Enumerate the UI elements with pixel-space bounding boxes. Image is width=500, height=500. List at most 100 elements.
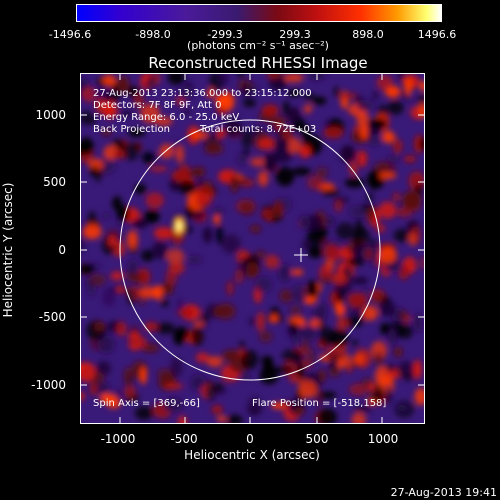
noise-blob: [364, 248, 373, 260]
noise-blob: [344, 315, 364, 328]
noise-blob: [134, 183, 147, 195]
noise-blob: [191, 167, 205, 177]
noise-blob: [116, 321, 127, 337]
solar-limb-circle: [119, 119, 381, 381]
noise-blob: [353, 232, 361, 247]
noise-blob: [175, 144, 185, 163]
noise-blob: [299, 325, 318, 341]
noise-blob: [338, 92, 357, 99]
spin-axis-marker: [294, 248, 308, 262]
noise-blob: [318, 302, 327, 320]
noise-blob: [125, 288, 135, 301]
noise-blob: [194, 210, 204, 220]
noise-blob: [196, 352, 210, 363]
noise-blob: [264, 254, 280, 269]
noise-blob: [388, 328, 397, 347]
noise-blob: [142, 151, 155, 164]
noise-blob: [110, 271, 124, 281]
noise-blob: [269, 314, 278, 323]
noise-blob: [420, 137, 425, 151]
x-tick-label: -500: [170, 432, 198, 446]
noise-blob: [283, 73, 304, 83]
noise-blob: [215, 94, 228, 106]
noise-blob: [168, 262, 185, 274]
noise-blob: [247, 407, 260, 415]
noise-blob: [211, 405, 223, 414]
noise-blob: [301, 337, 310, 350]
colorbar-tick: -898.0: [135, 28, 171, 41]
noise-blob: [249, 317, 256, 326]
noise-blob: [354, 405, 373, 413]
noise-blob: [257, 137, 277, 150]
noise-blob: [307, 175, 325, 190]
noise-blob: [298, 380, 317, 399]
noise-blob: [80, 137, 94, 155]
noise-blob: [312, 306, 321, 321]
noise-blob: [293, 407, 305, 415]
x-tick-label: 500: [305, 432, 329, 446]
noise-blob: [281, 349, 301, 363]
noise-blob: [291, 284, 308, 304]
noise-blob: [333, 86, 340, 97]
noise-blob: [312, 96, 327, 105]
colorbar-tick: -1496.6: [48, 28, 92, 41]
noise-blob: [258, 171, 269, 187]
noise-blob: [250, 225, 261, 233]
noise-blob: [81, 86, 97, 103]
noise-blob: [315, 388, 323, 407]
noise-blob: [408, 232, 417, 246]
y-tick-label: 500: [43, 175, 66, 189]
noise-blob: [102, 212, 111, 220]
detectors-label: Detectors: 7F 8F 9F, Att 0: [93, 100, 222, 111]
noise-blob: [254, 276, 273, 294]
noise-blob: [351, 339, 359, 347]
noise-blob: [239, 341, 245, 350]
noise-blob: [191, 327, 204, 346]
noise-blob: [139, 295, 146, 306]
noise-blob: [383, 322, 390, 336]
noise-blob: [89, 273, 106, 287]
noise-blob: [111, 139, 124, 147]
noise-blob: [206, 88, 215, 99]
energy-range-label: Energy Range: 6.0 - 25.0 keV: [93, 112, 240, 123]
noise-blob: [133, 92, 144, 108]
noise-blob: [106, 397, 121, 409]
y-tick-label: 1000: [35, 108, 66, 122]
noise-blob: [323, 127, 344, 139]
noise-blob: [299, 145, 311, 158]
noise-blob: [161, 299, 169, 307]
noise-blob: [347, 292, 368, 308]
noise-blob: [176, 309, 194, 317]
noise-blob: [392, 139, 403, 154]
noise-blob: [359, 152, 366, 168]
noise-blob: [340, 145, 356, 163]
noise-blob: [140, 103, 160, 124]
noise-blob: [171, 170, 190, 182]
noise-blob: [149, 165, 168, 172]
noise-blob: [216, 129, 225, 139]
noise-blob: [166, 248, 185, 265]
noise-blob: [287, 137, 302, 154]
noise-blob: [136, 268, 151, 285]
noise-blob: [362, 305, 379, 321]
noise-blob: [178, 180, 196, 195]
noise-blob: [108, 235, 117, 247]
noise-blob: [298, 215, 311, 230]
noise-blob: [335, 222, 355, 240]
noise-blob: [370, 118, 388, 129]
noise-blob: [365, 206, 376, 223]
noise-blob: [176, 298, 184, 313]
noise-blob: [402, 190, 422, 211]
noise-blob: [321, 189, 340, 196]
noise-blob: [204, 142, 224, 155]
noise-blob: [385, 385, 392, 405]
noise-blob: [120, 110, 133, 118]
solar-image: [80, 73, 425, 424]
noise-blob: [302, 240, 312, 250]
noise-blob: [336, 317, 349, 330]
noise-blob: [387, 100, 404, 115]
noise-blob: [272, 138, 290, 150]
noise-blob: [207, 356, 223, 368]
spin-axis-label: Spin Axis = [369,-66]: [93, 398, 200, 409]
noise-blob: [167, 73, 185, 85]
